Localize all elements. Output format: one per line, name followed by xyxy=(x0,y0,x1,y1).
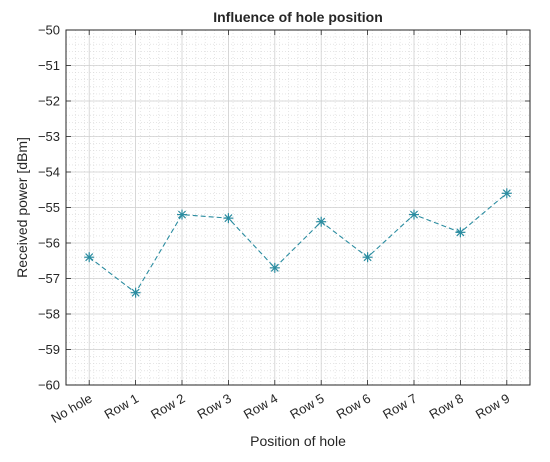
y-tick-label: −58 xyxy=(38,307,60,322)
y-tick-label: −59 xyxy=(38,342,60,357)
data-point-marker xyxy=(269,262,280,273)
y-axis-title: Received power [dBm] xyxy=(14,137,30,278)
y-tick-label: −57 xyxy=(38,271,60,286)
data-point-marker xyxy=(130,287,141,298)
y-tick-label: −53 xyxy=(38,129,60,144)
data-point-marker xyxy=(409,209,419,220)
y-tick-label: −60 xyxy=(38,378,60,393)
data-point-marker xyxy=(455,227,466,238)
y-tick-label: −51 xyxy=(38,58,60,73)
marker-stroke xyxy=(177,210,187,219)
series-line xyxy=(88,192,508,294)
marker-stroke xyxy=(224,214,233,223)
data-point-marker xyxy=(177,209,187,220)
marker-stroke xyxy=(409,210,419,219)
data-point-marker xyxy=(316,216,327,227)
data-point-marker xyxy=(84,252,95,263)
y-tick-label: −50 xyxy=(38,23,60,38)
marker-stroke xyxy=(363,253,372,262)
marker-stroke xyxy=(502,189,511,198)
marker-stroke xyxy=(131,288,140,297)
y-tick-label: −55 xyxy=(38,200,60,215)
data-point-marker xyxy=(223,213,234,224)
y-tick-label: −56 xyxy=(38,236,60,251)
marker-stroke xyxy=(270,263,279,272)
chart-title: Influence of hole position xyxy=(213,9,383,25)
y-axis-ticks: −50 −51 −52 −53 −54 −55 −56 −57 −58 −59 −60 xyxy=(38,23,530,393)
y-tick-label: −54 xyxy=(38,165,60,180)
marker-stroke xyxy=(456,228,465,237)
marker-stroke xyxy=(85,253,94,262)
marker-stroke xyxy=(317,217,326,226)
data-point-marker xyxy=(501,188,512,199)
data-point-marker xyxy=(362,252,373,263)
x-axis-title: Position of hole xyxy=(250,433,346,449)
series-markers xyxy=(84,188,512,298)
y-tick-label: −52 xyxy=(38,94,60,109)
